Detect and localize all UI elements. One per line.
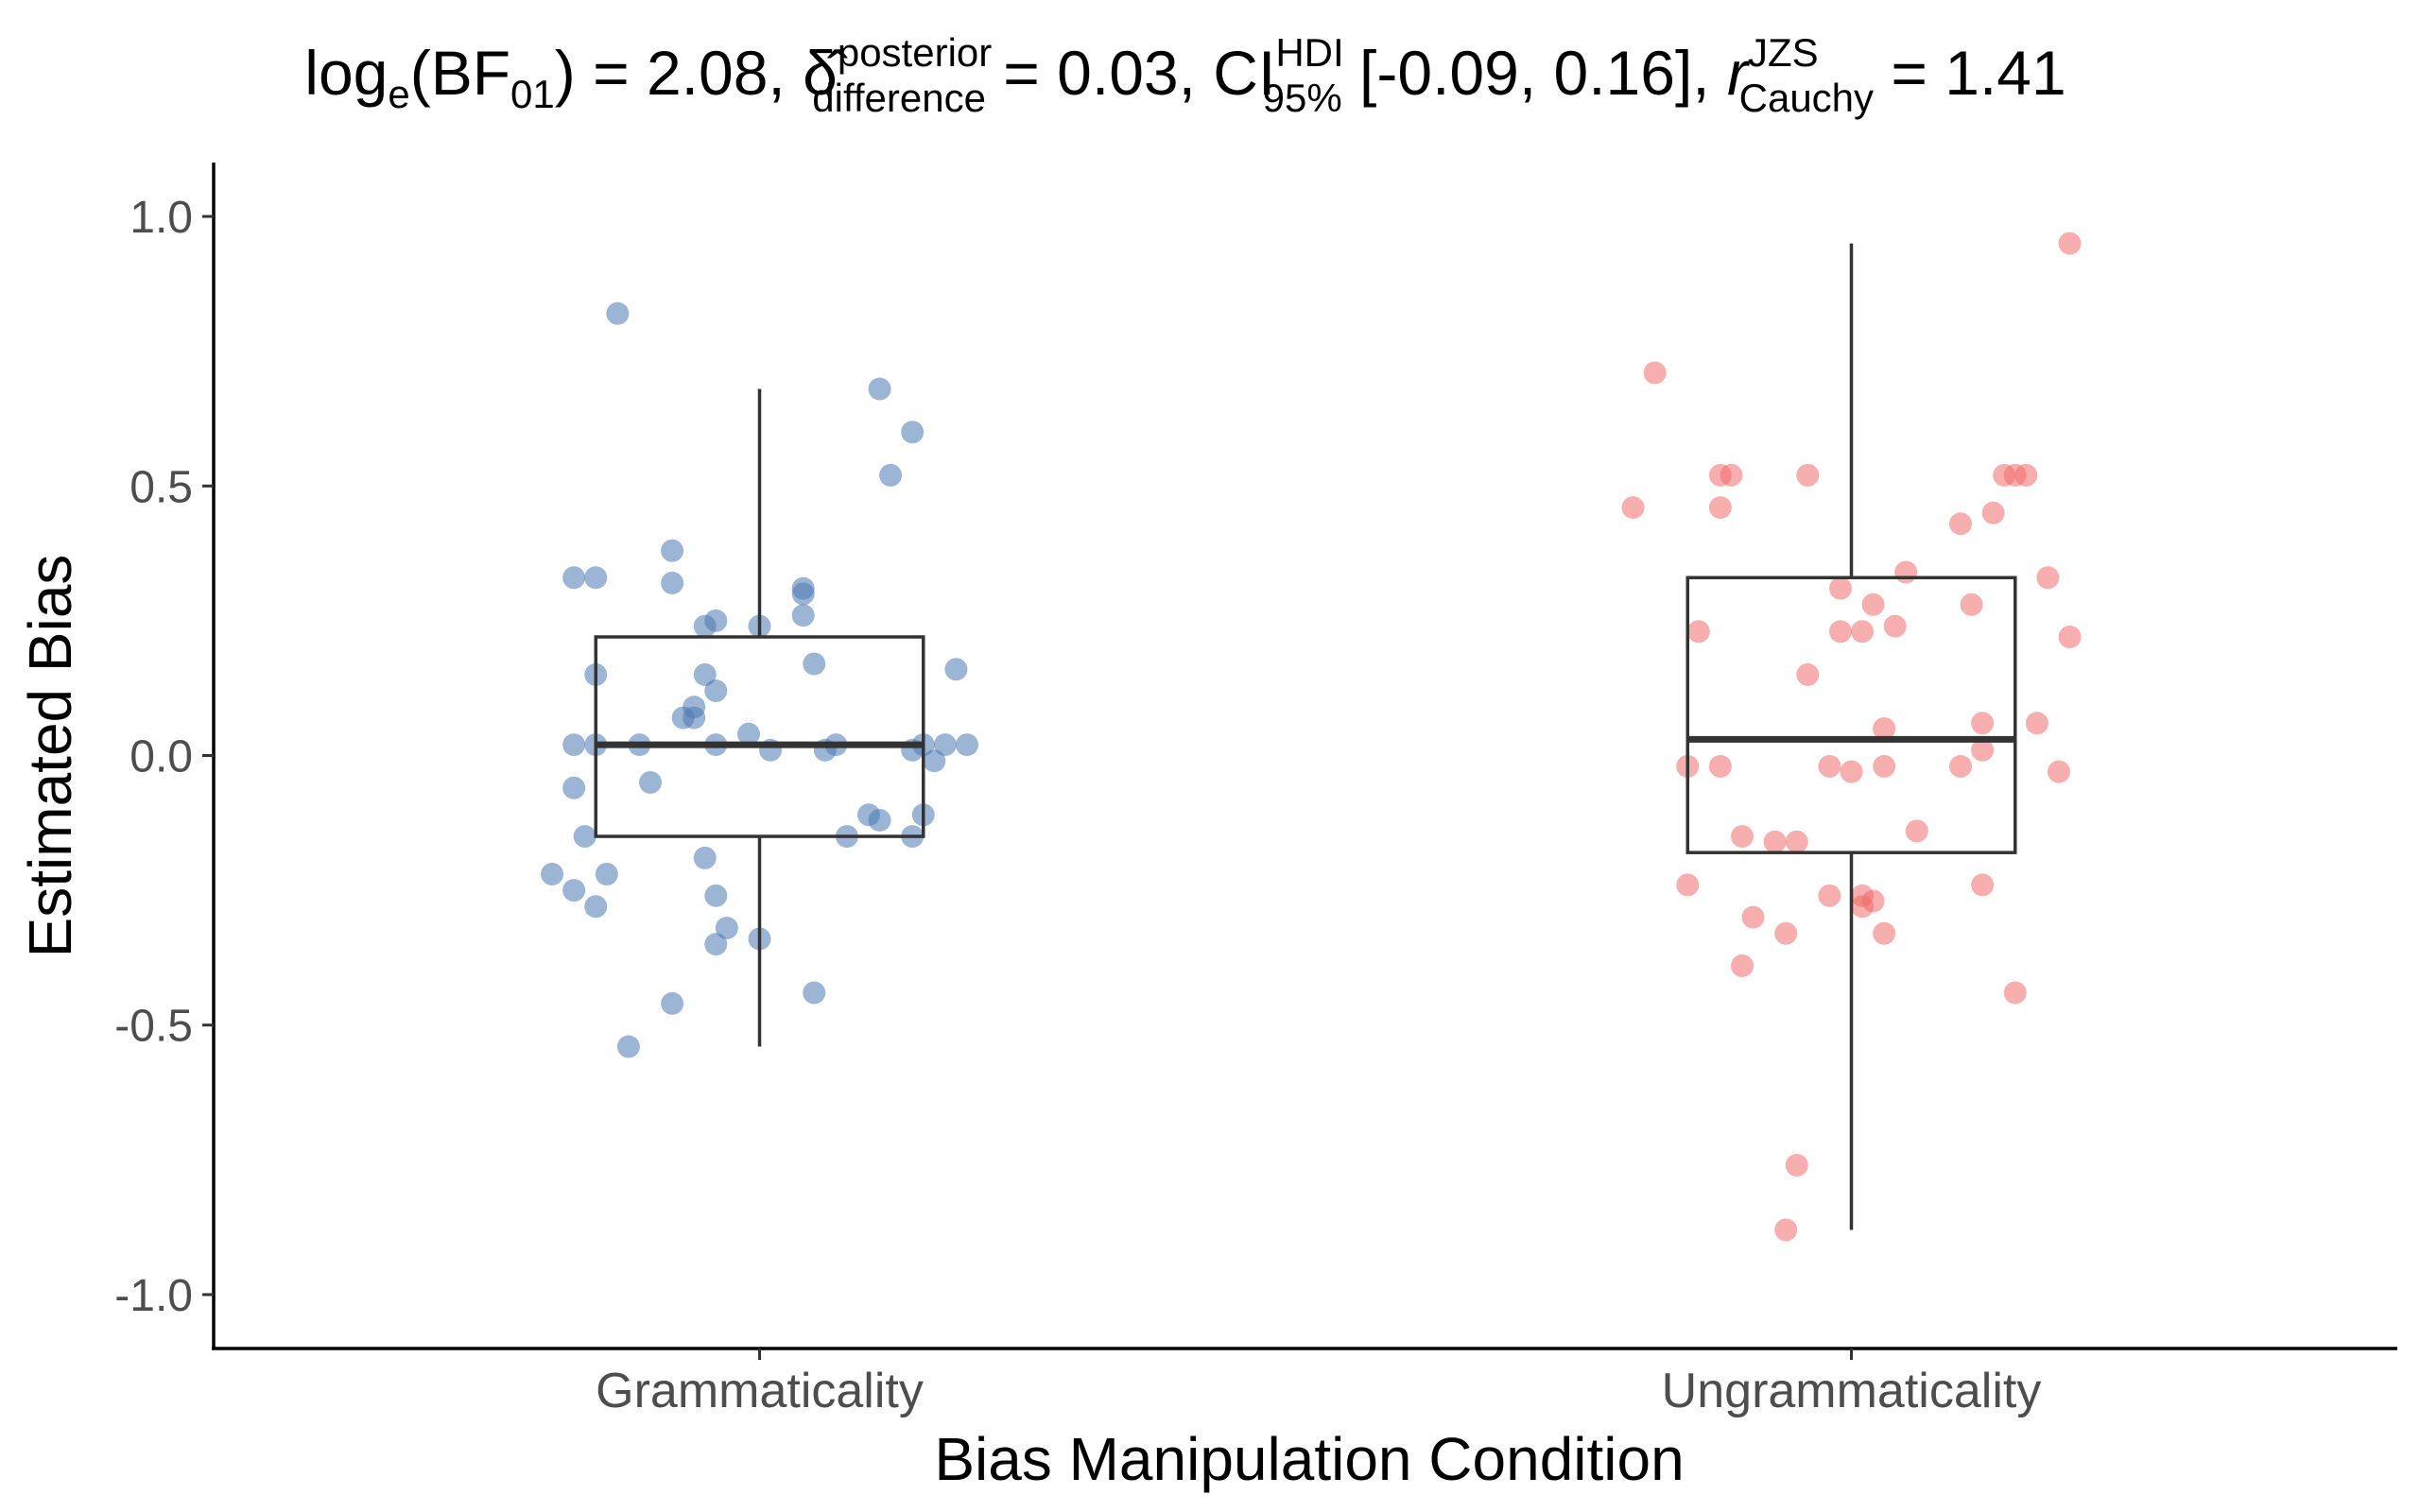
data-point: [2047, 760, 2070, 783]
box-iqr: [594, 635, 925, 838]
data-point: [671, 706, 695, 730]
y-tick-label: -1.0: [114, 1271, 193, 1321]
data-point: [791, 604, 815, 627]
data-point: [944, 658, 968, 681]
data-point: [704, 679, 728, 703]
data-point: [868, 808, 891, 832]
data-point: [1971, 873, 1995, 897]
data-point: [2036, 566, 2060, 590]
data-point: [1731, 825, 1754, 849]
data-point: [879, 463, 903, 487]
data-point: [1873, 921, 1896, 945]
data-point: [595, 863, 618, 885]
data-point: [573, 825, 596, 849]
data-point: [1676, 873, 1700, 897]
data-point: [1861, 593, 1885, 616]
data-point: [562, 566, 586, 590]
data-point: [1894, 560, 1918, 584]
data-point: [955, 733, 978, 757]
data-point: [541, 863, 564, 885]
x-tick-label: Grammaticality: [596, 1364, 924, 1418]
data-point: [661, 571, 684, 594]
data-point: [1840, 760, 1863, 783]
data-point: [715, 917, 738, 940]
data-point: [661, 991, 684, 1015]
data-point: [2025, 712, 2048, 735]
data-point: [584, 566, 608, 590]
data-point: [1708, 463, 1732, 487]
data-point: [661, 539, 684, 562]
data-point: [1828, 620, 1852, 644]
data-point: [1873, 716, 1896, 740]
data-point: [1763, 830, 1787, 853]
y-axis-title: Estimated Bias: [16, 555, 84, 958]
y-tick-label: 0.0: [130, 732, 193, 782]
data-point: [693, 614, 717, 638]
data-point: [1873, 754, 1896, 778]
data-point: [1949, 754, 1972, 778]
data-point: [2003, 981, 2027, 1005]
x-ticks: Grammaticality Ungrammaticality: [596, 1349, 2041, 1418]
data-point: [1818, 754, 1841, 778]
data-point: [2058, 232, 2082, 255]
data-point: [1971, 738, 1995, 762]
data-point: [562, 776, 586, 799]
data-point: [704, 884, 728, 907]
data-point: [1643, 361, 1667, 385]
y-tick-label: -0.5: [114, 1002, 193, 1052]
data-point: [1796, 662, 1820, 686]
data-point: [1981, 501, 2005, 524]
boxes-layer: [594, 243, 2017, 1230]
box-iqr: [1685, 576, 2017, 854]
data-point: [1731, 954, 1754, 977]
points-layer: [541, 232, 2082, 1242]
data-point: [2058, 626, 2082, 648]
data-point: [639, 771, 662, 795]
data-point: [1905, 819, 1928, 843]
data-point: [1621, 496, 1645, 520]
data-point: [616, 1035, 640, 1058]
data-point: [704, 933, 728, 956]
data-point: [1851, 620, 1875, 644]
data-point: [606, 301, 630, 325]
data-point: [562, 879, 586, 902]
y-ticks: 1.0 0.5 0.0 -0.5 -1.0: [114, 193, 214, 1321]
data-point: [736, 722, 760, 746]
x-tick-label: Ungrammaticality: [1662, 1364, 2042, 1418]
data-point: [584, 895, 608, 919]
data-point: [1883, 614, 1907, 638]
data-point: [1708, 496, 1732, 520]
data-point: [1949, 512, 1972, 536]
data-point: [1960, 593, 1983, 616]
data-point: [1686, 620, 1710, 644]
data-point: [1971, 712, 1995, 735]
y-tick-label: 0.5: [130, 462, 193, 512]
data-point: [693, 846, 717, 869]
data-point: [1861, 889, 1885, 913]
data-point: [868, 377, 891, 401]
data-point: [2003, 463, 2027, 487]
data-point: [1785, 1154, 1808, 1177]
data-point: [562, 733, 586, 757]
data-point: [1796, 463, 1820, 487]
data-point: [803, 652, 826, 676]
y-tick-label: 1.0: [130, 193, 193, 243]
data-point: [1785, 830, 1808, 853]
chart-title: loge(BF01) = 2.08, δ̂posterior difference…: [304, 30, 2066, 120]
data-point: [923, 749, 946, 773]
data-point: [1818, 884, 1841, 907]
data-point: [803, 981, 826, 1005]
data-point: [791, 582, 815, 606]
data-point: [1708, 754, 1732, 778]
data-point: [1774, 1218, 1798, 1242]
x-axis-title: Bias Manipulation Condition: [934, 1425, 1684, 1493]
data-point: [1774, 921, 1798, 945]
data-point: [1741, 905, 1765, 929]
data-point: [933, 733, 957, 757]
data-point: [1828, 576, 1852, 600]
data-point: [901, 421, 925, 444]
data-point: [693, 662, 717, 686]
